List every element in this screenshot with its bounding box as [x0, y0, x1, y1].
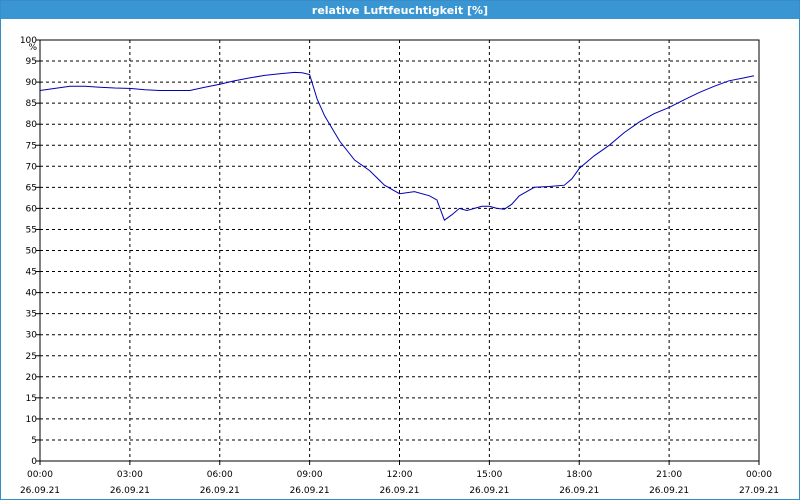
x-tick-date-label: 26.09.21	[649, 486, 689, 496]
x-tick-date-label: 26.09.21	[559, 486, 599, 496]
y-tick-label: 70	[26, 162, 38, 172]
x-tick-date-label: 26.09.21	[290, 486, 330, 496]
window-title: relative Luftfeuchtigkeit [%]	[311, 3, 489, 17]
y-tick-label: 85	[26, 99, 37, 109]
y-tick-label: 65	[26, 183, 37, 193]
x-tick-date-label: 26.09.21	[20, 486, 60, 496]
x-tick-date-label: 27.09.21	[739, 486, 779, 496]
x-tick-time-label: 00:00	[27, 470, 53, 480]
y-tick-label: 100	[20, 36, 37, 46]
y-tick-label: 0	[31, 457, 37, 467]
x-tick-time-label: 00:00	[746, 470, 772, 480]
x-tick-time-label: 06:00	[207, 470, 233, 480]
x-tick-date-label: 26.09.21	[110, 486, 150, 496]
x-tick-date-label: 26.09.21	[200, 486, 240, 496]
y-tick-label: 95	[26, 57, 37, 67]
y-tick-label: 15	[26, 394, 37, 404]
y-tick-label: 75	[26, 141, 37, 151]
x-tick-date-label: 26.09.21	[379, 486, 419, 496]
x-tick-date-label: 26.09.21	[469, 486, 509, 496]
y-tick-label: 90	[26, 78, 38, 88]
y-tick-label: 40	[26, 289, 38, 299]
y-tick-label: 50	[26, 247, 38, 257]
y-tick-label: 80	[26, 120, 38, 130]
y-tick-label: 45	[26, 268, 37, 278]
window-title-bar: relative Luftfeuchtigkeit [%]	[1, 1, 799, 19]
y-tick-label: 55	[26, 225, 37, 235]
x-tick-time-label: 21:00	[656, 470, 682, 480]
y-tick-label: 5	[31, 436, 37, 446]
y-tick-label: 10	[26, 415, 38, 425]
x-tick-time-label: 12:00	[387, 470, 413, 480]
x-tick-time-label: 15:00	[476, 470, 502, 480]
y-tick-label: 20	[26, 373, 38, 383]
y-tick-label: 35	[26, 310, 37, 320]
y-tick-label: 25	[26, 352, 37, 362]
y-tick-label: 60	[26, 204, 38, 214]
y-tick-label: 30	[26, 331, 38, 341]
plot-frame	[39, 39, 760, 462]
x-tick-time-label: 18:00	[566, 470, 592, 480]
x-tick-time-label: 09:00	[297, 470, 323, 480]
x-tick-time-label: 03:00	[117, 470, 143, 480]
humidity-series-line	[39, 71, 755, 221]
y-axis-label: %	[28, 43, 37, 53]
